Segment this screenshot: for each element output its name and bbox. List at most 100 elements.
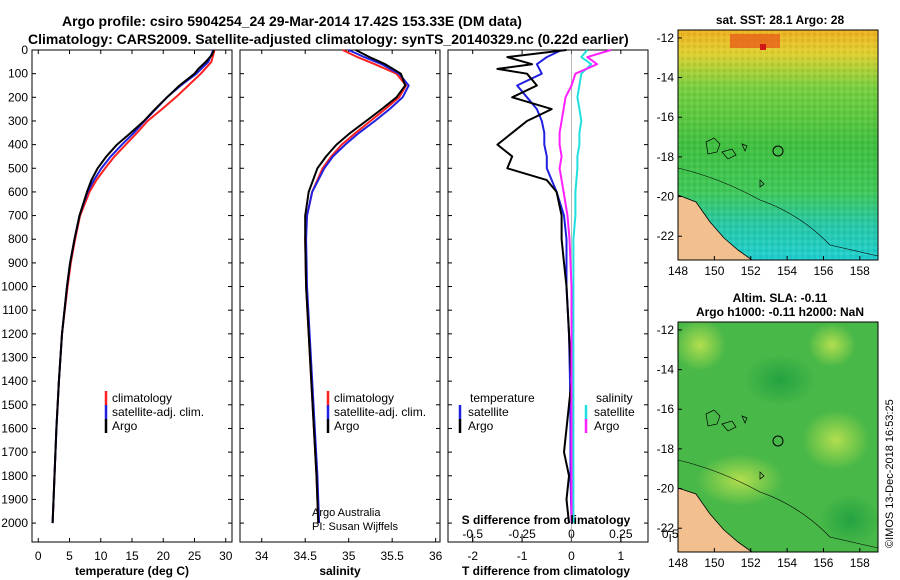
y-tick-label: 1900 xyxy=(1,492,28,506)
sst-hot-pixel xyxy=(760,44,766,50)
y-tick-label: 1600 xyxy=(1,421,28,435)
map-y-tick-label: -16 xyxy=(657,402,675,416)
map-x-tick-label: 158 xyxy=(850,556,870,570)
series-t-argo xyxy=(496,49,573,524)
map-x-tick-label: 158 xyxy=(850,264,870,278)
legend-satellite: satellite-adj. clim. xyxy=(112,405,204,419)
map-y-tick-label: -22 xyxy=(657,229,675,243)
sla-map-title-1: Altim. SLA: -0.11 xyxy=(733,291,828,305)
x-tick-label: 5 xyxy=(66,549,73,563)
map-y-tick-label: -18 xyxy=(657,442,675,456)
x-tick-label: 10 xyxy=(94,549,108,563)
sla-map-title-2: Argo h1000: -0.11 h2000: NaN xyxy=(696,305,864,319)
x-tick-label: 35 xyxy=(342,549,356,563)
sst-pixels xyxy=(678,30,878,260)
legend-title-temperature: temperature xyxy=(470,391,535,405)
legend-climatology: climatology xyxy=(112,391,172,405)
legend-argo: Argo xyxy=(112,419,138,433)
legend-title-salinity: salinity xyxy=(596,391,633,405)
y-tick-label: 600 xyxy=(8,185,28,199)
sst-shelf-contour xyxy=(677,167,879,257)
map-y-tick-label: -12 xyxy=(657,31,675,45)
sst-warm-patch xyxy=(730,34,780,48)
sst-map-frame xyxy=(677,29,879,261)
y-tick-label: 1200 xyxy=(1,327,28,341)
y-tick-label: 1300 xyxy=(1,351,28,365)
sla-high-1 xyxy=(674,319,726,371)
series-satellite xyxy=(305,49,410,524)
s-x-tick-label: 0.5 xyxy=(662,527,679,541)
series-climatology xyxy=(304,49,408,524)
y-tick-label: 1100 xyxy=(2,303,28,317)
s-x-tick-label: -0.25 xyxy=(508,527,536,541)
y-tick-label: 800 xyxy=(8,232,28,246)
t-difference-axis-label: T difference from climatology xyxy=(462,564,630,578)
map-x-tick-label: 152 xyxy=(741,264,761,278)
x-tick-label: 1 xyxy=(617,549,624,563)
map-y-tick-label: -20 xyxy=(657,190,675,204)
salinity-chart: 34 34.5 35 35.5 36 xyxy=(240,49,443,563)
legend-argo: Argo xyxy=(334,419,360,433)
y-tick-label: 0 xyxy=(21,43,28,57)
x-tick-label: -2 xyxy=(467,549,478,563)
series-s-argo xyxy=(558,49,612,524)
legend-satellite: satellite-adj. clim. xyxy=(334,405,426,419)
map-x-tick-label: 152 xyxy=(741,556,761,570)
map-x-tick-label: 150 xyxy=(704,556,724,570)
sla-map-frame xyxy=(677,321,879,553)
sla-reefs xyxy=(705,409,765,480)
sla-axes: -12 -14 -16 -18 -20 -22 148 150 152 154 156 158 xyxy=(657,323,870,570)
sla-low-1 xyxy=(820,494,880,546)
map-x-tick-label: 156 xyxy=(813,264,833,278)
y-tick-label: 500 xyxy=(8,161,28,175)
y-tick-label: 200 xyxy=(8,90,28,104)
salinity-legend: climatology satellite-adj. clim. Argo Ar… xyxy=(312,391,426,533)
map-y-tick-label: -18 xyxy=(657,150,675,164)
sst-axes: -12 -14 -16 -18 -20 -22 148 150 152 154 156 158 xyxy=(657,31,870,278)
x-tick-label: 35.5 xyxy=(380,549,404,563)
map-x-tick-label: 148 xyxy=(668,264,688,278)
temperature-panel xyxy=(31,49,233,543)
y-tick-label: 1500 xyxy=(1,398,28,412)
series-climatology xyxy=(51,49,216,524)
y-tick-label: 700 xyxy=(8,209,28,223)
x-tick-label: -1 xyxy=(517,549,528,563)
difference-legend: temperature salinity satellite Argo sate… xyxy=(458,391,635,527)
x-tick-label: 20 xyxy=(157,549,171,563)
map-y-tick-label: -14 xyxy=(657,71,675,85)
x-tick-label: 0 xyxy=(35,549,42,563)
sla-map: Altim. SLA: -0.11 Argo h1000: -0.11 h200… xyxy=(657,291,880,570)
y-tick-label: 900 xyxy=(8,256,28,270)
legend-s-argo: Argo xyxy=(594,419,620,433)
x-tick-label: 15 xyxy=(125,549,139,563)
map-y-tick-label: -22 xyxy=(657,521,675,535)
map-x-tick-label: 150 xyxy=(704,264,724,278)
y-tick-label: 1000 xyxy=(1,280,28,294)
sst-argo-location xyxy=(772,145,784,157)
series-satellite xyxy=(51,49,215,524)
y-tick-label: 100 xyxy=(8,67,28,81)
legend-t-argo: Argo xyxy=(468,419,494,433)
s-x-tick-label: 0.25 xyxy=(609,527,633,541)
annotation-pi: PI: Susan Wijffels xyxy=(312,521,398,533)
temperature-chart: 0100200300400500600700800900100011001200… xyxy=(1,43,232,563)
legend-t-satellite: satellite xyxy=(468,405,509,419)
x-tick-label: 0 xyxy=(568,549,575,563)
y-tick-label: 2000 xyxy=(1,516,28,530)
x-tick-label: 25 xyxy=(188,549,202,563)
difference-chart: -2 -1 0 1-0.5 -0.25 0 0.25 0.5 xyxy=(448,49,679,563)
map-y-tick-label: -20 xyxy=(657,482,675,496)
salinity-panel xyxy=(239,49,441,543)
imos-stamp: ©IMOS 13-Dec-2018 16:53:25 xyxy=(884,399,896,548)
map-x-tick-label: 154 xyxy=(777,264,797,278)
sla-high-2 xyxy=(808,323,856,367)
sla-argo-location xyxy=(772,435,784,447)
x-tick-label: 30 xyxy=(219,549,233,563)
x-tick-label: 36 xyxy=(429,549,443,563)
title-line-2: Climatology: CARS2009. Satellite-adjuste… xyxy=(28,31,629,47)
series-argo xyxy=(304,49,407,524)
y-tick-label: 1700 xyxy=(1,445,28,459)
sst-map-title: sat. SST: 28.1 Argo: 28 xyxy=(716,13,845,27)
difference-panel xyxy=(447,49,649,543)
